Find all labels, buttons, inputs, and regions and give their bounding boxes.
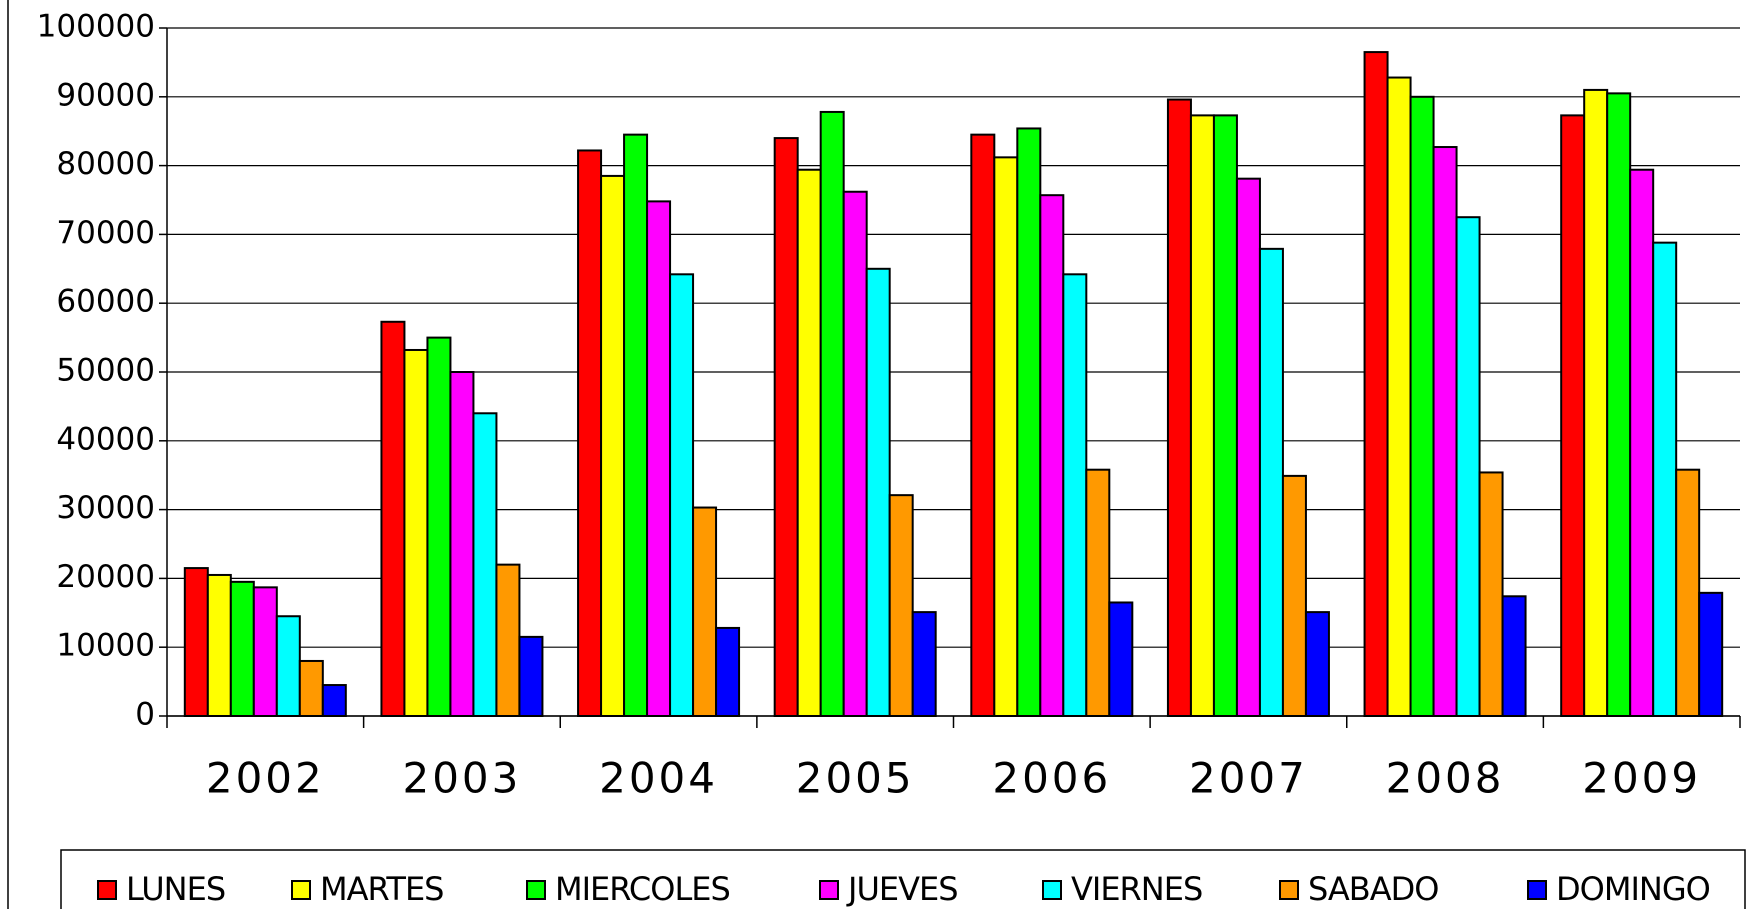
y-tick-label: 60000 bbox=[56, 284, 155, 320]
bar bbox=[1212, 114, 1238, 718]
y-tick-label: 30000 bbox=[56, 490, 155, 526]
bar bbox=[1409, 95, 1435, 718]
bar bbox=[577, 149, 603, 718]
bar bbox=[1166, 98, 1192, 717]
y-tick-label: 0 bbox=[135, 697, 155, 733]
bar bbox=[1675, 468, 1701, 718]
bar bbox=[1455, 216, 1481, 717]
bar bbox=[206, 573, 232, 718]
bar bbox=[1432, 146, 1458, 718]
legend-label: MARTES bbox=[320, 870, 443, 908]
bar bbox=[1560, 114, 1586, 718]
legend-swatch bbox=[291, 880, 311, 900]
bar bbox=[1386, 76, 1412, 717]
y-tick-label: 10000 bbox=[56, 628, 155, 664]
legend-label: JUEVES bbox=[846, 870, 958, 908]
bar bbox=[1189, 114, 1215, 718]
bar bbox=[1016, 127, 1042, 717]
bar bbox=[715, 626, 741, 717]
bar bbox=[970, 133, 996, 717]
y-tick-label: 20000 bbox=[56, 559, 155, 595]
legend-swatch bbox=[819, 880, 839, 900]
legend-swatch bbox=[526, 880, 546, 900]
bar bbox=[1108, 601, 1134, 717]
legend-label: DOMINGO bbox=[1556, 870, 1710, 908]
x-tick-label: 2009 bbox=[1582, 754, 1701, 803]
x-tick-label: 2003 bbox=[402, 754, 521, 803]
legend-swatch bbox=[1042, 880, 1062, 900]
bar bbox=[449, 371, 475, 717]
bar bbox=[888, 494, 914, 718]
bar bbox=[298, 659, 324, 718]
legend-label: MIERCOLES bbox=[555, 870, 730, 908]
bar bbox=[1606, 92, 1632, 718]
x-tick-label: 2008 bbox=[1386, 754, 1505, 803]
y-tick-label: 90000 bbox=[56, 77, 155, 113]
bar bbox=[380, 320, 406, 717]
bar bbox=[1304, 611, 1330, 717]
bar bbox=[1062, 273, 1088, 717]
bar bbox=[1363, 51, 1389, 717]
bar bbox=[1258, 247, 1284, 718]
bar bbox=[623, 133, 649, 717]
bar bbox=[842, 190, 868, 717]
bar bbox=[692, 506, 718, 718]
legend-label: LUNES bbox=[126, 870, 225, 908]
bar bbox=[1629, 168, 1655, 717]
bar bbox=[252, 586, 278, 717]
bar bbox=[600, 174, 626, 718]
legend-box bbox=[60, 849, 1746, 909]
bar bbox=[669, 273, 695, 717]
legend-swatch bbox=[1527, 880, 1547, 900]
legend-swatch bbox=[1279, 880, 1299, 900]
bar bbox=[426, 336, 452, 717]
legend-label: VIERNES bbox=[1071, 870, 1202, 908]
bar bbox=[773, 137, 799, 717]
bar bbox=[1039, 194, 1065, 717]
legend-label: SABADO bbox=[1308, 870, 1438, 908]
y-tick-label: 40000 bbox=[56, 421, 155, 457]
bar bbox=[472, 412, 498, 717]
x-tick-label: 2005 bbox=[796, 754, 915, 803]
bar bbox=[819, 110, 845, 718]
bar bbox=[1478, 471, 1504, 717]
bar bbox=[1235, 177, 1261, 717]
bar bbox=[993, 156, 1019, 717]
x-tick-label: 2007 bbox=[1189, 754, 1308, 803]
x-tick-label: 2006 bbox=[992, 754, 1111, 803]
bar bbox=[403, 348, 429, 717]
y-tick-label: 70000 bbox=[56, 215, 155, 251]
bar bbox=[796, 168, 822, 717]
x-tick-label: 2004 bbox=[599, 754, 718, 803]
bar bbox=[865, 267, 891, 717]
bar bbox=[229, 580, 255, 718]
bar bbox=[495, 563, 521, 718]
y-tick-label: 100000 bbox=[37, 9, 155, 45]
bar bbox=[321, 684, 347, 717]
bar bbox=[646, 200, 672, 718]
bar bbox=[1281, 474, 1307, 717]
legend-swatch bbox=[97, 880, 117, 900]
bar bbox=[1583, 88, 1609, 718]
bar bbox=[518, 635, 544, 718]
bar bbox=[911, 611, 937, 717]
bar bbox=[183, 567, 209, 718]
x-tick-label: 2002 bbox=[206, 754, 325, 803]
bar bbox=[275, 615, 301, 717]
bar bbox=[1085, 468, 1111, 718]
y-tick-label: 50000 bbox=[56, 353, 155, 389]
bar bbox=[1652, 241, 1678, 717]
bar bbox=[1698, 591, 1724, 718]
bar bbox=[1501, 595, 1527, 718]
y-tick-label: 80000 bbox=[56, 146, 155, 182]
